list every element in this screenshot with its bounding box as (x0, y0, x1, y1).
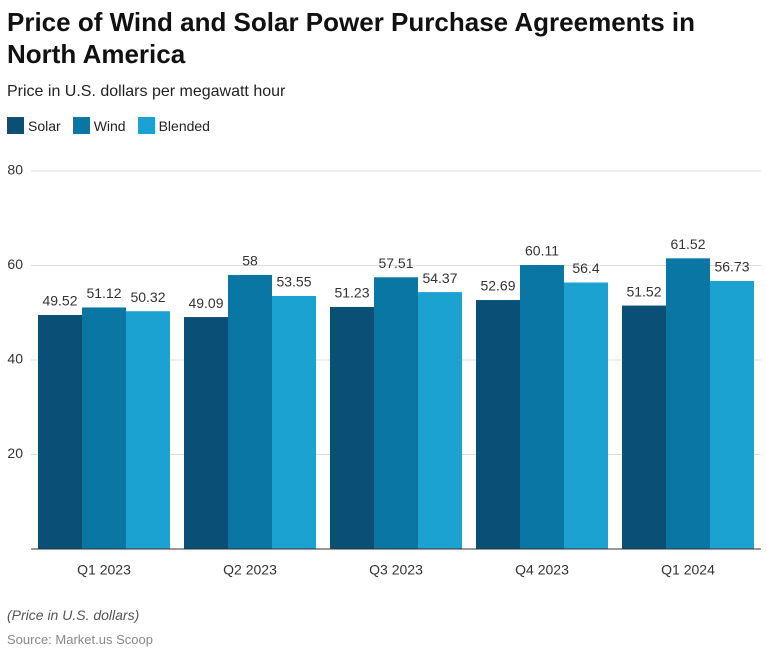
value-label: 58 (242, 253, 258, 269)
bar (666, 258, 710, 549)
bar (520, 264, 564, 549)
chart-subtitle: Price in U.S. dollars per megawatt hour (7, 83, 286, 100)
note: (Price in U.S. dollars) (7, 607, 140, 623)
bar (184, 317, 228, 549)
x-tick-label: Q3 2023 (369, 562, 423, 578)
bar (330, 306, 374, 549)
x-tick-label: Q1 2023 (77, 562, 131, 578)
value-label: 50.32 (130, 289, 165, 305)
value-label: 52.69 (480, 278, 515, 294)
legend-swatch (72, 117, 90, 134)
legend-label: Solar (28, 117, 61, 134)
value-label: 53.55 (276, 274, 311, 290)
x-tick-label: Q1 2024 (661, 562, 715, 578)
value-label: 60.11 (525, 243, 559, 259)
bar (82, 307, 126, 549)
legend-swatch (7, 117, 24, 134)
y-tick-label: 60 (7, 256, 23, 272)
bar (374, 277, 418, 549)
x-tick-label: Q2 2023 (223, 562, 277, 578)
y-tick-label: 20 (7, 445, 23, 461)
legend-label: Blended (158, 117, 210, 134)
y-tick-label: 40 (7, 351, 23, 367)
legend-label: Wind (93, 117, 126, 134)
bar (710, 280, 754, 549)
value-label: 61.52 (670, 236, 705, 252)
bar (38, 315, 82, 549)
value-label: 56.4 (572, 260, 599, 276)
source: Source: Market.us Scoop (7, 632, 153, 647)
value-label: 51.12 (86, 285, 121, 301)
legend-item: Wind (72, 117, 126, 134)
value-label: 49.52 (42, 293, 77, 309)
value-label: 57.51 (378, 255, 413, 271)
chart-title: Price of Wind and Solar Power Purchase A… (7, 7, 695, 69)
bar (126, 311, 170, 549)
bar (622, 305, 666, 549)
legend-swatch (137, 117, 155, 134)
bar (476, 300, 520, 549)
bar (418, 292, 462, 549)
legend-item: Blended (137, 117, 210, 134)
x-tick-label: Q4 2023 (515, 562, 569, 578)
bar (272, 295, 316, 549)
value-label: 51.52 (626, 283, 661, 299)
value-label: 54.37 (422, 270, 457, 286)
legend: Solar Wind Blended (7, 117, 210, 134)
bar (564, 282, 608, 549)
y-tick-label: 80 (7, 162, 23, 178)
legend-item: Solar (7, 117, 61, 134)
value-label: 56.73 (714, 259, 749, 275)
value-label: 51.23 (334, 285, 369, 301)
bar (228, 274, 272, 549)
value-label: 49.09 (188, 295, 223, 311)
